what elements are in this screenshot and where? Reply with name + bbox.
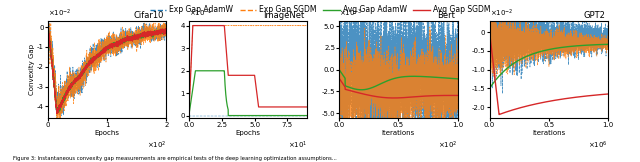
X-axis label: Epochs: Epochs [95,130,120,136]
X-axis label: Iterations: Iterations [382,130,415,136]
Text: $\times10^{-2}$: $\times10^{-2}$ [48,8,72,19]
Text: ImageNet: ImageNet [264,11,305,20]
X-axis label: Epochs: Epochs [236,130,260,136]
Legend: Exp Gap AdamW, Exp Gap SGDM, Avg Gap AdamW, Avg Gap SGDM: Exp Gap AdamW, Exp Gap SGDM, Avg Gap Ada… [147,2,493,17]
X-axis label: Iterations: Iterations [532,130,565,136]
Text: $\times10^{-2}$: $\times10^{-2}$ [490,8,513,19]
Text: Cifar10: Cifar10 [134,11,164,20]
Text: $\times10^{6}$: $\times10^{6}$ [588,140,608,151]
Text: $\times10^{2}$: $\times10^{2}$ [147,140,166,151]
Text: $\times10^{-3}$: $\times10^{-3}$ [339,8,363,19]
Text: $\times10^{-1}$: $\times10^{-1}$ [189,8,212,19]
Text: Bert: Bert [437,11,455,20]
Text: $\times10^{2}$: $\times10^{2}$ [438,140,458,151]
Y-axis label: Convexity Gap: Convexity Gap [29,44,35,95]
Text: $\times10^{1}$: $\times10^{1}$ [288,140,307,151]
Text: Figure 3: Instantaneous convexity gap measurements are empirical tests of the de: Figure 3: Instantaneous convexity gap me… [13,156,337,161]
Text: GPT2: GPT2 [584,11,605,20]
